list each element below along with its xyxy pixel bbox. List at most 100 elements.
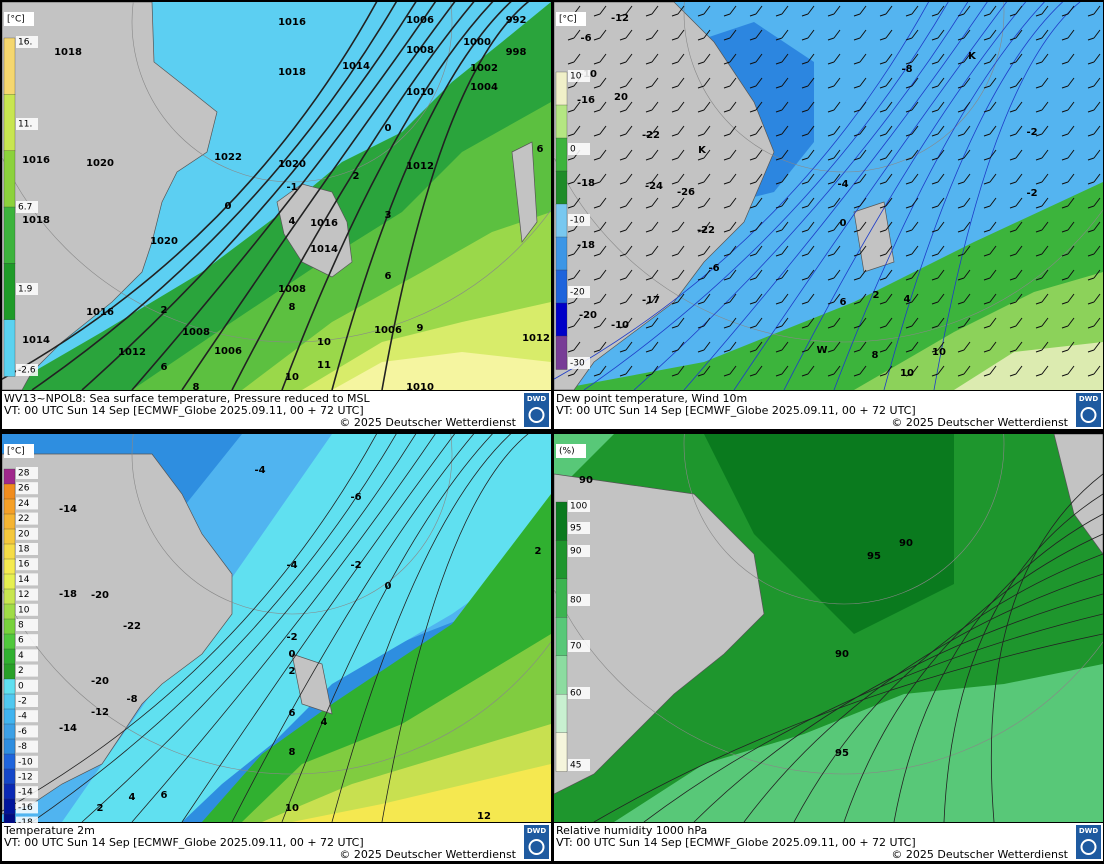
wind-barb (827, 245, 841, 257)
wind-barb (775, 293, 789, 305)
wind-barb (905, 269, 919, 281)
wind-barb (801, 365, 815, 377)
isoline (331, 434, 512, 822)
map-label: -4 (837, 179, 848, 190)
wind-barb (801, 317, 815, 329)
legend-swatch (555, 269, 568, 304)
wind-barb (775, 5, 789, 17)
map-label: 4 (904, 294, 911, 305)
wind-barb (723, 317, 737, 329)
wind-barb (1061, 197, 1075, 209)
land (511, 141, 538, 243)
legend-swatch (3, 798, 16, 815)
map-label: 1016 (310, 218, 338, 229)
wind-barb (671, 293, 685, 305)
legend-swatch (3, 319, 16, 377)
legend-label-box (16, 364, 38, 376)
legend-label-box (16, 740, 38, 753)
land (1053, 434, 1103, 555)
wind-barb (957, 5, 971, 17)
legend-swatch (3, 753, 16, 770)
wind-barb (827, 341, 841, 353)
legend-label: 80 (570, 596, 582, 606)
wind-barb (1009, 149, 1023, 161)
legend-label: 45 (570, 761, 581, 771)
wind-barb (931, 77, 945, 89)
map-label: 3 (385, 210, 392, 221)
legend-swatch (3, 150, 16, 208)
wind-barb (749, 221, 763, 233)
isoline (181, 2, 456, 390)
wind-barb (879, 365, 893, 377)
legend-swatch (3, 648, 16, 665)
wind-barb (749, 245, 763, 257)
isoline (281, 2, 494, 390)
map-label: 12 (477, 811, 491, 822)
legend-swatch (3, 783, 16, 800)
wind-barb (567, 125, 581, 137)
legend-swatch (555, 302, 568, 337)
wind-barb (1087, 197, 1101, 209)
wind-barb (619, 221, 633, 233)
caption-box (2, 823, 551, 861)
wind-barb (697, 365, 711, 377)
wind-barb (723, 77, 737, 89)
wind-barb (1035, 53, 1049, 65)
legend-label: -10 (18, 757, 33, 767)
field (954, 342, 1103, 390)
wind-barb (1009, 53, 1023, 65)
wind-barb (723, 125, 737, 137)
wind-barb (1061, 221, 1075, 233)
map-label: -26 (677, 187, 695, 198)
wind-barb (619, 365, 633, 377)
wind-barb (697, 101, 711, 113)
legend-swatch (555, 71, 568, 106)
logo-text: DWD (1079, 395, 1099, 403)
map-label: 1016 (22, 155, 50, 166)
wind-barb (1035, 293, 1049, 305)
wind-barb (1035, 5, 1049, 17)
wind-barb (619, 317, 633, 329)
legend-unit: [°C] (7, 15, 25, 25)
wind-barb (1035, 245, 1049, 257)
wind-barb (567, 29, 581, 41)
map-label: 1020 (278, 159, 306, 170)
map-label: 1018 (54, 47, 82, 58)
map-label: 1012 (406, 161, 434, 172)
legend-label: -4 (18, 712, 27, 722)
map-label: 8 (289, 302, 296, 313)
legend-label-box (16, 771, 38, 783)
wind-barb (853, 173, 867, 185)
wind-barb (931, 173, 945, 185)
wind-barb (827, 77, 841, 89)
wind-barb (671, 365, 685, 377)
wind-barb (723, 269, 737, 281)
wind-barb (827, 269, 841, 281)
wind-barb (801, 173, 815, 185)
wind-barb (671, 125, 685, 137)
map-label: 4 (321, 717, 328, 728)
wind-barb (697, 173, 711, 185)
wind-barb (749, 365, 763, 377)
legend-label: 90 (570, 547, 582, 557)
valid-time: VT: 00 UTC Sun 14 Sep [ECMWF_Globe 2025.… (556, 836, 916, 849)
wind-barb (879, 149, 893, 161)
isoline (633, 2, 969, 390)
map-label: 0 (840, 218, 847, 229)
map-label: 1012 (522, 333, 550, 344)
wind-barb (619, 77, 633, 89)
wind-barb (567, 53, 581, 65)
wind-barb (593, 173, 607, 185)
wind-barb (1061, 293, 1075, 305)
legend-unit: [°C] (7, 447, 25, 457)
wind-barb (697, 29, 711, 41)
map-label: -4 (286, 560, 297, 571)
copyright: © 2025 Deutscher Wetterdienst (891, 848, 1068, 861)
isoline (381, 2, 530, 390)
wind-barb (775, 197, 789, 209)
map-label: -20 (91, 590, 109, 601)
wind-barb (827, 293, 841, 305)
wind-barb (619, 341, 633, 353)
wind-barb (567, 101, 581, 113)
